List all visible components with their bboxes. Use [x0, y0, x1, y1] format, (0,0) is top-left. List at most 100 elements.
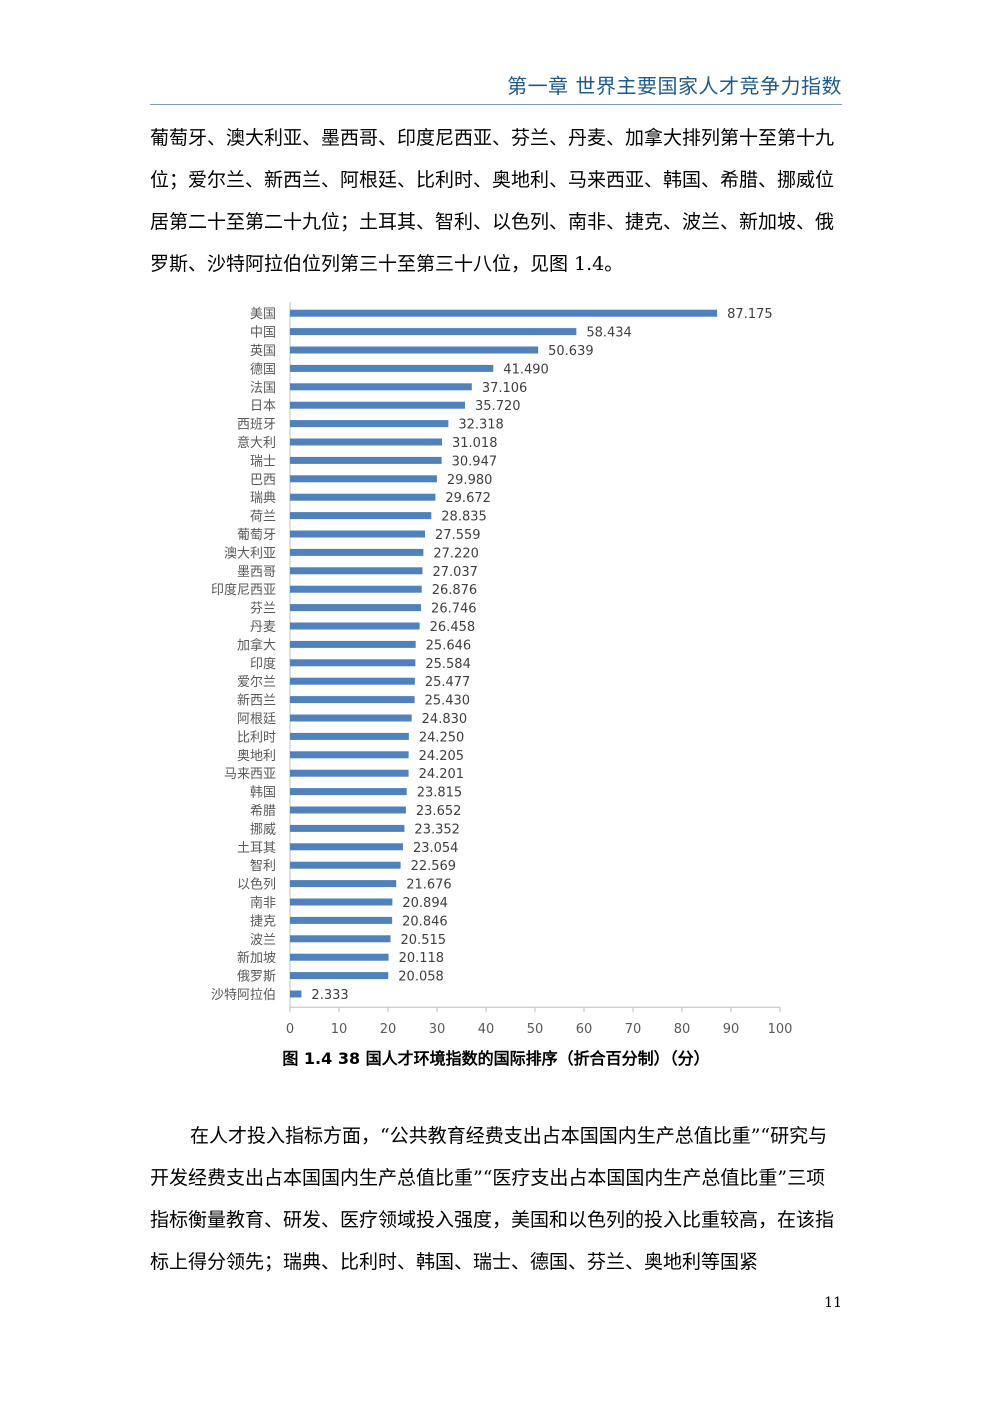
bar	[290, 401, 466, 409]
y-tick-label: 加拿大	[237, 637, 276, 653]
data-label: 25.646	[426, 638, 472, 653]
data-label: 23.652	[416, 804, 462, 819]
bar	[290, 659, 416, 667]
data-label: 20.118	[399, 951, 445, 966]
data-label: 24.201	[419, 767, 465, 782]
data-label: 26.458	[430, 620, 476, 635]
x-tick-label: 90	[723, 1022, 740, 1037]
data-label: 21.676	[406, 878, 452, 893]
paragraph-2-text: 在人才投入指标方面，“公共教育经费支出占本国国内生产总值比重”“研究与开发经费支…	[150, 1125, 835, 1273]
bar	[290, 604, 422, 612]
y-tick-label: 瑞典	[250, 491, 276, 506]
header-rule	[150, 104, 842, 105]
bar	[290, 714, 412, 722]
y-tick-label: 荷兰	[250, 510, 276, 525]
x-tick-label: 50	[527, 1022, 544, 1037]
data-label: 87.175	[727, 307, 773, 322]
y-tick-label: 中国	[250, 326, 276, 341]
paragraph-1-text: 葡萄牙、澳大利亚、墨西哥、印度尼西亚、芬兰、丹麦、加拿大排列第十至第十九位；爱尔…	[150, 127, 835, 275]
data-label: 29.980	[447, 473, 493, 488]
y-tick-label: 波兰	[250, 933, 276, 948]
bar	[290, 843, 403, 851]
data-label: 58.434	[586, 326, 632, 341]
x-tick-label: 20	[380, 1022, 397, 1037]
bar	[290, 788, 407, 796]
bar	[290, 383, 472, 391]
data-label: 20.846	[402, 914, 448, 929]
data-label: 24.205	[419, 749, 465, 764]
y-tick-label: 比利时	[237, 730, 276, 745]
data-label: 28.835	[441, 510, 487, 525]
y-tick-label: 俄罗斯	[237, 970, 276, 985]
data-label: 20.894	[402, 896, 448, 911]
chapter-header: 第一章 世界主要国家人才竞争力指数	[507, 74, 842, 98]
bar	[290, 585, 422, 593]
y-tick-label: 韩国	[250, 786, 276, 801]
data-label: 23.054	[413, 841, 459, 856]
x-tick-label: 40	[478, 1022, 495, 1037]
bar	[290, 548, 424, 556]
bar	[290, 916, 393, 924]
bar	[290, 328, 577, 336]
y-tick-label: 新西兰	[237, 693, 276, 709]
y-tick-label: 巴西	[250, 473, 276, 488]
data-label: 25.430	[425, 694, 471, 709]
bar	[290, 309, 718, 317]
bar	[290, 990, 302, 998]
y-tick-label: 印度尼西亚	[211, 582, 276, 598]
y-tick-label: 南非	[250, 895, 276, 911]
y-tick-label: 爱尔兰	[237, 675, 276, 690]
bar	[290, 806, 406, 814]
y-tick-label: 阿根廷	[237, 712, 276, 727]
y-tick-label: 法国	[250, 381, 276, 396]
bar	[290, 732, 409, 740]
y-tick-label: 葡萄牙	[237, 528, 276, 543]
y-tick-label: 智利	[250, 859, 276, 874]
y-tick-label: 英国	[250, 344, 276, 359]
bar	[290, 420, 449, 428]
data-label: 26.746	[431, 602, 477, 617]
bar	[290, 346, 539, 354]
x-tick-label: 0	[286, 1022, 294, 1037]
body-paragraph-2: 在人才投入指标方面，“公共教育经费支出占本国国内生产总值比重”“研究与开发经费支…	[150, 1115, 842, 1283]
bar	[290, 438, 442, 446]
y-tick-label: 西班牙	[237, 418, 276, 433]
data-label: 29.672	[445, 491, 491, 506]
x-tick-label: 10	[331, 1022, 348, 1037]
data-label: 25.584	[425, 657, 471, 672]
bar	[290, 898, 393, 906]
body-paragraph-1: 葡萄牙、澳大利亚、墨西哥、印度尼西亚、芬兰、丹麦、加拿大排列第十至第十九位；爱尔…	[150, 117, 842, 285]
bar	[290, 364, 494, 372]
data-label: 24.250	[419, 730, 465, 745]
x-tick-label: 100	[768, 1022, 793, 1037]
data-label: 50.639	[548, 344, 594, 359]
data-label: 27.037	[432, 565, 478, 580]
data-label: 2.333	[311, 988, 348, 1003]
bar	[290, 640, 416, 648]
data-label: 27.559	[435, 528, 481, 543]
bar	[290, 972, 389, 980]
y-tick-label: 沙特阿拉伯	[211, 988, 276, 1003]
data-label: 41.490	[503, 362, 549, 377]
bar	[290, 622, 420, 630]
bar	[290, 861, 401, 869]
y-tick-label: 墨西哥	[237, 565, 276, 580]
y-tick-label: 挪威	[250, 822, 276, 837]
data-label: 31.018	[452, 436, 498, 451]
data-label: 23.352	[414, 822, 460, 837]
x-tick-label: 60	[576, 1022, 593, 1037]
bar	[290, 953, 389, 961]
data-label: 22.569	[411, 859, 457, 874]
bar	[290, 935, 391, 943]
y-tick-label: 希腊	[250, 804, 276, 819]
x-tick-label: 80	[674, 1022, 691, 1037]
y-tick-label: 意大利	[237, 435, 276, 451]
y-tick-label: 印度	[250, 656, 276, 672]
y-tick-label: 澳大利亚	[224, 545, 276, 561]
figure-caption: 图 1.4 38 国人才环境指数的国际排序（折合百分制）（分）	[282, 1049, 710, 1068]
y-tick-label: 土耳其	[237, 841, 276, 856]
bar	[290, 530, 426, 538]
x-tick-label: 70	[625, 1022, 642, 1037]
y-tick-label: 以色列	[237, 877, 276, 893]
bar	[290, 677, 415, 685]
